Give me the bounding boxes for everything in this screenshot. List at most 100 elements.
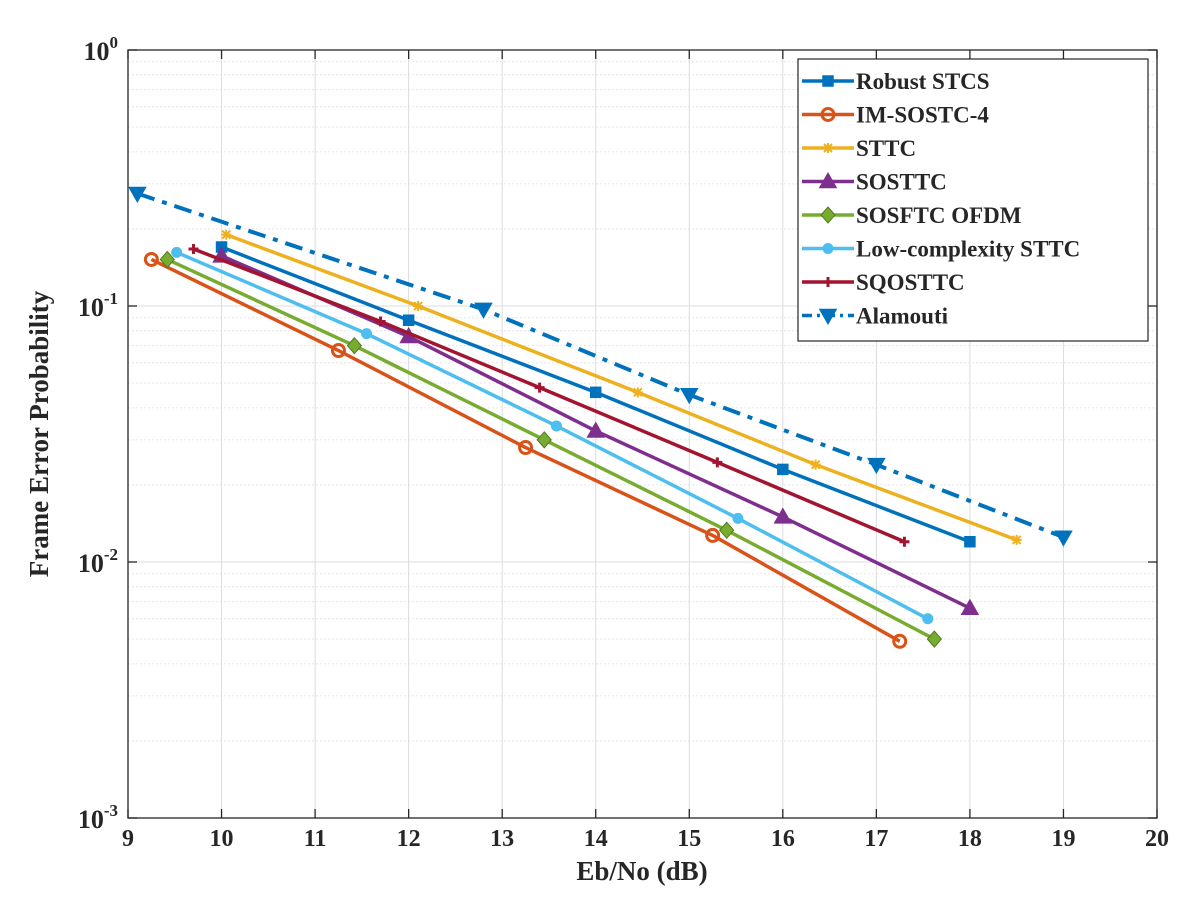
data-point [810,459,821,470]
data-point [589,386,602,399]
legend-marker [820,107,836,122]
y-axis-label: Frame Error Probability [24,290,54,577]
legend: Robust STCS IM-SOSTC-4 STTC SOSTTC SOSFTC OF… [797,58,1149,342]
data-point [960,598,980,615]
y-tick-base: 10 [78,549,104,578]
data-point [346,336,363,355]
x-tick-label: 11 [304,826,327,852]
y-tick-exponent: 0 [110,33,119,52]
x-tick-label: 9 [122,826,134,852]
series-im-sostc-4 [143,251,908,649]
data-point [412,301,423,311]
legend-marker [822,75,834,87]
data-point [1011,534,1022,545]
data-point [534,382,545,393]
x-tick-label: 12 [397,826,421,852]
legend-label: SQOSTTC [856,270,965,295]
y-tick-base: 10 [78,805,104,834]
data-point [586,421,606,438]
data-point [926,630,943,648]
y-tick-label: 10-2 [78,545,118,578]
data-point [159,250,175,269]
legend-item: STTC [802,136,916,161]
y-tick-label: 100 [84,33,119,66]
legend-label: Alamouti [856,304,949,329]
data-point [402,314,415,326]
data-point [221,229,232,240]
series-layer [128,186,1073,649]
data-point [892,633,908,649]
series-low-complexity-sttc [171,246,934,625]
y-tick-exponent: -1 [104,289,118,308]
data-point [474,302,493,319]
y-tick-exponent: -2 [104,545,118,564]
data-point [964,535,976,548]
data-point [536,431,552,449]
data-point [712,457,723,468]
data-point [922,613,934,625]
data-point [375,316,386,327]
legend-item: Robust STCS [802,69,990,94]
x-axis-label: Eb/No (dB) [576,856,707,886]
legend-marker [822,243,834,254]
data-point [705,527,721,543]
data-point [330,343,346,359]
legend-marker [823,143,833,153]
y-tick-label: 10-1 [78,289,118,322]
data-point [361,328,373,340]
series-sqosttc [188,243,910,547]
data-point [143,251,159,267]
legend-item: IM-SOSTC-4 [802,103,989,128]
data-point [732,512,744,524]
legend-marker [823,277,833,287]
data-point [1054,530,1073,547]
y-tick-exponent: -3 [104,801,118,820]
legend-item: SOSTTC [802,170,947,195]
legend-marker [818,171,838,189]
legend-marker [818,308,838,326]
y-tick-base: 10 [78,293,104,322]
data-point [550,420,562,432]
y-tick-base: 10 [84,37,110,66]
data-point [773,507,793,524]
series-sosftc-ofdm [159,250,943,648]
legend-marker [820,206,836,224]
legend-item: Alamouti [802,304,949,329]
x-tick-label: 14 [584,826,608,852]
x-tick-label: 18 [958,826,982,852]
series-line [150,257,901,643]
y-tick-label: 10-3 [78,801,118,834]
data-point [899,536,910,547]
legend-item: SQOSTTC [802,270,965,295]
data-point [719,521,735,540]
legend-box [797,58,1149,342]
data-point [188,243,199,254]
data-point [867,457,886,475]
data-point [632,387,643,398]
legend-item: SOSFTC OFDM [802,203,1022,228]
legend-label: Robust STCS [856,69,990,94]
legend-item: Low-complexity STTC [802,237,1080,262]
legend-label: SOSFTC OFDM [856,203,1022,228]
legend-label: Low-complexity STTC [856,237,1080,262]
legend-label: STTC [856,136,916,161]
x-tick-label: 19 [1051,826,1075,852]
data-point [128,186,147,204]
data-point [171,246,183,258]
x-tick-label: 10 [210,826,234,852]
series-alamouti [128,186,1073,547]
x-tick-label: 17 [864,826,888,852]
data-point [679,388,699,405]
x-tick-label: 20 [1145,826,1169,852]
x-tick-label: 15 [677,826,701,852]
data-point [518,440,534,456]
plot-frame [127,49,1158,819]
data-point [777,463,789,476]
series-sttc [221,229,1022,545]
legend-label: IM-SOSTC-4 [856,103,989,128]
x-tick-label: 16 [771,826,795,852]
x-tick-label: 13 [490,826,514,852]
legend-label: SOSTTC [856,170,947,195]
